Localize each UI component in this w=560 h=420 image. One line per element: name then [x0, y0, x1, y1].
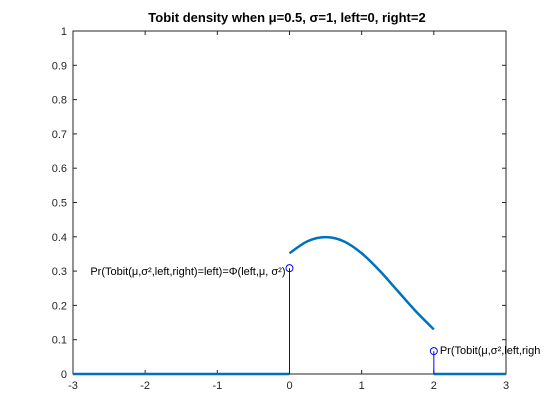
density-line-interior — [288, 235, 435, 331]
x-tick-label: 3 — [503, 380, 509, 392]
stem-marker — [285, 264, 294, 273]
x-tick-label: -2 — [140, 380, 150, 392]
y-tick-label: 0.7 — [52, 129, 67, 141]
stem-label: Pr(Tobit(μ,σ²,left,right)=left)=Φ(left,μ… — [90, 266, 285, 278]
stem-marker — [429, 347, 438, 356]
y-tick-label: 0.9 — [52, 60, 67, 72]
y-tick-label: 0 — [61, 369, 67, 381]
stem-label: Pr(Tobit(μ,σ²,left,righ — [440, 345, 541, 357]
x-tick-label: 1 — [359, 380, 365, 392]
x-tick-label: 0 — [286, 380, 292, 392]
y-tick-label: 0.6 — [52, 163, 67, 175]
chart-title: Tobit density when μ=0.5, σ=1, left=0, r… — [148, 10, 425, 25]
x-tick-label: -3 — [68, 380, 78, 392]
x-tick-label: 2 — [431, 380, 437, 392]
y-tick-label: 0.1 — [52, 335, 67, 347]
y-tick-label: 1 — [61, 26, 67, 38]
plot-marks — [73, 235, 506, 376]
y-tick-label: 0.4 — [52, 232, 67, 244]
y-tick-label: 0.3 — [52, 266, 67, 278]
axes: -3 -2 -1 0 1 2 3 0 0.1 0.2 0.3 0.4 0.5 0.6 0.7 0.8 0.9 1 — [52, 26, 509, 392]
x-tick-label: -1 — [212, 380, 222, 392]
y-tick-label: 0.8 — [52, 95, 67, 107]
y-tick-label: 0.5 — [52, 198, 67, 210]
stem-labels: Pr(Tobit(μ,σ²,left,right)=left)=Φ(left,μ… — [90, 266, 540, 357]
y-tick-label: 0.2 — [52, 300, 67, 312]
